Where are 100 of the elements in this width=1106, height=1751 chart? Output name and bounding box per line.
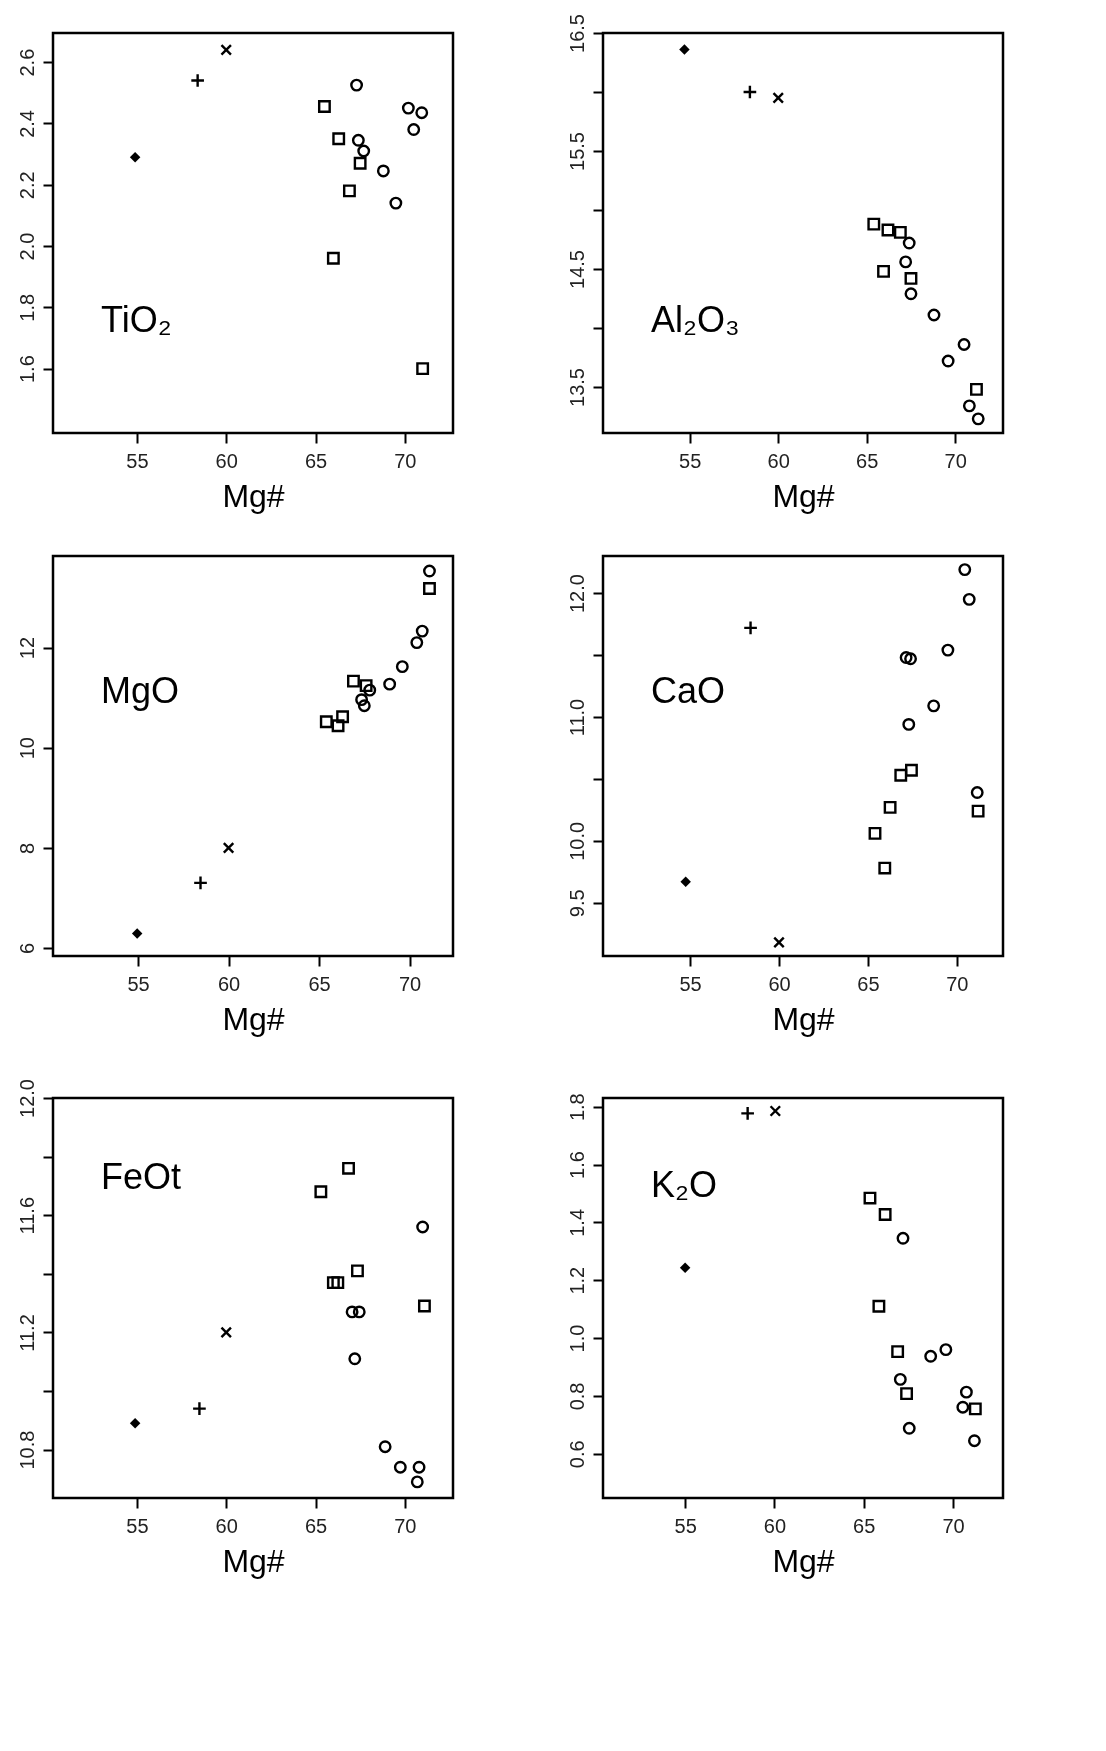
point xyxy=(331,719,345,733)
annotation: CaO xyxy=(651,670,726,711)
annotation: K₂O xyxy=(651,1164,717,1205)
point xyxy=(191,1401,207,1417)
point xyxy=(220,1326,233,1339)
point xyxy=(878,1208,892,1221)
x-tick-label: 60 xyxy=(768,972,791,995)
y-tick-label: 10 xyxy=(15,737,38,760)
point xyxy=(347,674,360,688)
point xyxy=(883,800,897,814)
point xyxy=(131,928,143,939)
y-tick-label: 15.5 xyxy=(565,132,588,171)
x-tick-label: 65 xyxy=(853,1514,876,1537)
x-axis-title: Mg# xyxy=(772,1542,835,1579)
y-tick-label: 0.8 xyxy=(565,1382,588,1411)
point xyxy=(352,1305,366,1319)
x-tick-label: 65 xyxy=(857,972,880,995)
point xyxy=(342,184,356,198)
y-tick-label: 12.0 xyxy=(565,574,588,614)
point xyxy=(317,100,331,114)
point xyxy=(968,1402,982,1416)
x-tick-label: 55 xyxy=(126,1514,149,1537)
point xyxy=(415,624,429,638)
y-tick-label: 1.4 xyxy=(565,1208,588,1237)
point xyxy=(342,1161,355,1175)
point xyxy=(378,1440,392,1454)
point xyxy=(872,1299,886,1313)
x-tick-label: 60 xyxy=(767,449,790,472)
point xyxy=(891,1345,905,1359)
point xyxy=(899,255,913,269)
x-tick-label: 60 xyxy=(763,1514,787,1537)
point xyxy=(902,1421,916,1435)
x-tick-label: 65 xyxy=(304,1514,328,1537)
y-tick-label: 6 xyxy=(15,942,38,955)
point xyxy=(357,699,371,713)
point xyxy=(357,144,371,158)
x-tick-label: 60 xyxy=(217,972,241,995)
x-tick-label: 70 xyxy=(942,1514,965,1537)
point xyxy=(877,264,890,278)
y-tick-label: 1.2 xyxy=(565,1266,588,1295)
point xyxy=(893,1372,907,1386)
point xyxy=(956,1400,970,1414)
y-tick-label: 1.8 xyxy=(15,293,38,322)
point xyxy=(971,804,985,818)
point xyxy=(192,875,209,891)
y-tick-label: 1.6 xyxy=(15,355,38,384)
y-tick-label: 10.8 xyxy=(15,1430,38,1470)
point xyxy=(415,106,429,120)
point xyxy=(332,132,346,146)
point xyxy=(941,354,955,368)
point xyxy=(970,786,984,799)
x-axis-title: Mg# xyxy=(222,477,285,514)
point xyxy=(941,643,955,657)
y-tick-label: 1.8 xyxy=(565,1093,588,1122)
y-tick-label: 9.5 xyxy=(565,889,588,918)
y-tick-label: 0.6 xyxy=(565,1440,588,1469)
point xyxy=(220,43,233,56)
x-tick-label: 55 xyxy=(127,972,150,995)
point xyxy=(904,271,918,285)
point xyxy=(348,1352,362,1366)
point xyxy=(412,1460,426,1474)
point xyxy=(416,362,430,376)
point xyxy=(962,592,976,606)
point xyxy=(894,768,908,782)
point xyxy=(351,133,365,147)
point xyxy=(383,677,397,691)
point xyxy=(902,236,916,250)
annotation: Al₂O₃ xyxy=(651,299,740,340)
annotation: FeOt xyxy=(101,1156,182,1197)
x-tick-label: 55 xyxy=(674,1514,697,1537)
point xyxy=(129,1418,141,1429)
x-tick-label: 65 xyxy=(856,449,879,472)
y-tick-label: 1.6 xyxy=(565,1151,588,1179)
point xyxy=(868,826,882,840)
point xyxy=(190,72,206,89)
x-tick-label: 55 xyxy=(679,972,702,995)
point xyxy=(410,636,424,650)
y-tick-label: 2.0 xyxy=(15,232,38,261)
point xyxy=(350,78,364,92)
point xyxy=(904,287,918,301)
y-tick-label: 10.0 xyxy=(565,821,588,861)
point xyxy=(359,679,373,693)
point xyxy=(881,223,895,237)
point xyxy=(927,308,941,322)
point xyxy=(971,412,985,426)
point xyxy=(393,1460,407,1474)
point xyxy=(773,936,785,949)
point xyxy=(336,710,350,724)
point xyxy=(772,91,785,104)
y-tick-label: 12 xyxy=(15,636,38,660)
x-tick-label: 70 xyxy=(394,449,417,472)
point xyxy=(902,717,916,731)
point xyxy=(679,44,690,55)
point xyxy=(899,651,913,664)
point xyxy=(353,156,367,170)
x-tick-label: 70 xyxy=(398,972,422,995)
point xyxy=(345,1305,359,1319)
y-tick-label: 12.0 xyxy=(15,1079,38,1118)
point xyxy=(742,84,758,100)
y-tick-label: 11.0 xyxy=(565,698,588,737)
